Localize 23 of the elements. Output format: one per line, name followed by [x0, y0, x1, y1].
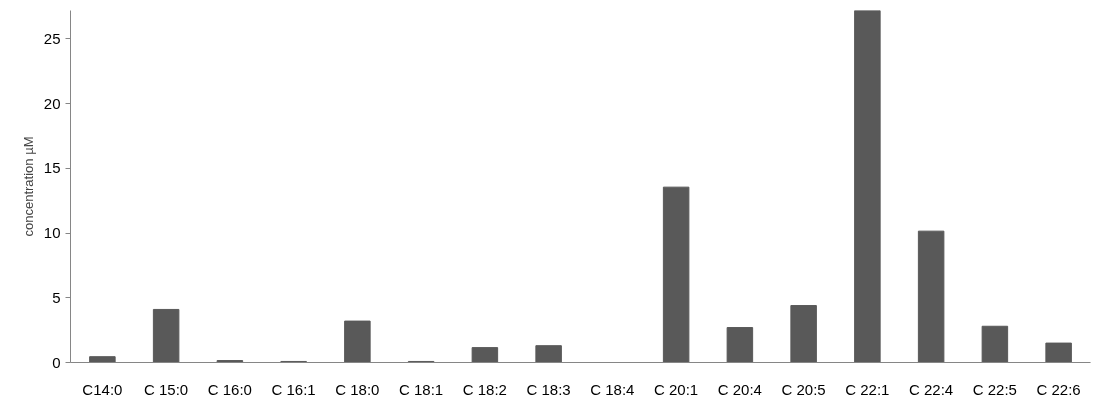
y-tick-label: 0 [52, 353, 61, 371]
y-tick-label: 10 [43, 224, 61, 242]
y-tick-label: 25 [43, 29, 61, 47]
y-tick-label: 5 [52, 288, 61, 306]
x-tick-label: C 22:5 [972, 380, 1017, 398]
x-tick-label: C 18:4 [590, 380, 635, 398]
x-tick-label: C 20:1 [654, 380, 699, 398]
x-tick-label: C 16:0 [207, 380, 252, 398]
x-tick-label: C 16:1 [271, 380, 316, 398]
x-tick-label: C 18:2 [462, 380, 507, 398]
x-tick-label: C 22:4 [909, 380, 954, 398]
x-tick-label: C 18:3 [526, 380, 571, 398]
y-tick-label: 20 [43, 94, 61, 112]
x-tick-label: C 20:5 [781, 380, 826, 398]
x-tick-label: C 22:1 [845, 380, 890, 398]
x-tick-label: C 15:0 [144, 380, 189, 398]
x-tick-label: C14:0 [82, 380, 123, 398]
x-tick-label: C 22:6 [1036, 380, 1081, 398]
x-tick-label: C 18:0 [335, 380, 380, 398]
x-tick-label: C 18:1 [399, 380, 444, 398]
x-tick-label: C 20:4 [717, 380, 762, 398]
y-axis-title: concentration µM [20, 136, 36, 237]
y-tick-label: 15 [43, 159, 61, 177]
